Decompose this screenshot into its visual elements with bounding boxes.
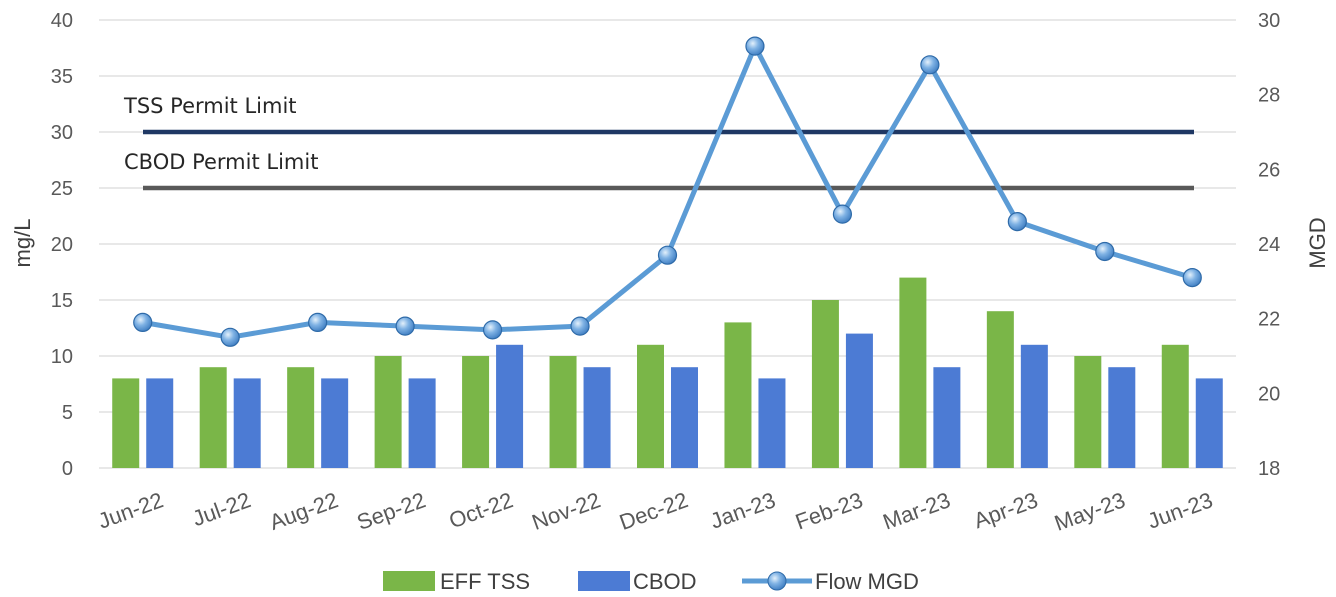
annotation-tss-permit-limit: TSS Permit Limit (123, 94, 297, 118)
bar-cbod-mar-23 (933, 367, 961, 468)
bar-cbod-may-23 (1108, 367, 1136, 468)
legend-marker-flow-mgd (767, 571, 787, 591)
bar-cbod-dec-22 (671, 367, 698, 468)
legend-label-flow-mgd: Flow MGD (815, 569, 919, 594)
bar-eff-tss-dec-22 (637, 344, 664, 468)
legend-item-cbod: CBOD (578, 569, 697, 594)
y2-tick-24: 24 (1258, 234, 1280, 256)
bar-cbod-aug-22 (321, 378, 349, 468)
y-tick-0: 0 (62, 458, 73, 480)
legend-label-cbod: CBOD (633, 569, 697, 594)
bar-eff-tss-aug-22 (287, 367, 315, 468)
bar-eff-tss-jan-23 (724, 322, 752, 468)
bar-cbod-feb-23 (845, 333, 873, 468)
bar-cbod-oct-22 (496, 344, 524, 468)
bar-eff-tss-jul-22 (199, 367, 227, 468)
bar-cbod-apr-23 (1020, 344, 1048, 468)
legend-item-eff-tss: EFF TSS (383, 569, 530, 594)
x-tick-apr-23: Apr-23 (970, 487, 1041, 533)
legend-swatch-cbod (578, 571, 630, 591)
point-flow-mgd-nov-22 (570, 316, 590, 336)
x-tick-sep-22: Sep-22 (354, 487, 429, 535)
x-tick-jan-23: Jan-23 (707, 487, 779, 534)
reference-lines: TSS Permit Limit CBOD Permit Limit (123, 94, 1194, 191)
annotation-cbod-permit-limit: CBOD Permit Limit (124, 150, 318, 174)
legend-label-eff-tss: EFF TSS (440, 569, 530, 594)
bar-eff-tss-feb-23 (811, 300, 839, 468)
bar-eff-tss-apr-23 (986, 311, 1014, 468)
bar-cbod-jul-22 (233, 378, 261, 468)
bar-cbod-jun-22 (146, 378, 174, 468)
gridlines (99, 19, 1236, 469)
y2-tick-28: 28 (1258, 85, 1280, 107)
y-tick-40: 40 (51, 10, 73, 32)
point-flow-mgd-jul-22 (220, 327, 240, 347)
y-tick-10: 10 (51, 346, 73, 368)
x-tick-nov-22: Nov-22 (529, 487, 604, 535)
x-tick-dec-22: Dec-22 (616, 487, 691, 535)
line-flow-mgd (142, 43, 1193, 340)
legend: EFF TSS CBOD Flow MGD (383, 569, 919, 594)
point-flow-mgd-may-23 (1095, 241, 1115, 262)
bar-eff-tss-sep-22 (374, 356, 402, 468)
y-axis-title: mg/L (10, 219, 35, 268)
point-flow-mgd-dec-22 (657, 245, 678, 265)
point-flow-mgd-sep-22 (395, 316, 415, 336)
y2-tick-30: 30 (1258, 10, 1280, 32)
bar-eff-tss-oct-22 (462, 356, 490, 468)
bars (112, 277, 1223, 468)
point-flow-mgd-oct-22 (482, 320, 503, 340)
bar-eff-tss-mar-23 (899, 277, 927, 468)
x-tick-mar-23: Mar-23 (880, 487, 954, 534)
y2-tick-18: 18 (1258, 458, 1280, 480)
point-flow-mgd-jan-23 (745, 36, 765, 56)
x-axis-ticks: Jun-22 Jul-22 Aug-22 Sep-22 Oct-22 Nov-22 Dec-… (95, 487, 1216, 536)
bar-cbod-jan-23 (758, 378, 786, 468)
x-tick-jun-22: Jun-22 (95, 487, 167, 534)
x-tick-aug-22: Aug-22 (266, 487, 341, 535)
bar-cbod-nov-22 (583, 367, 611, 468)
legend-swatch-eff-tss (383, 571, 435, 591)
y-tick-15: 15 (51, 290, 73, 312)
x-tick-jul-22: Jul-22 (189, 487, 254, 531)
right-axis-ticks: 18 20 22 24 26 28 30 (1258, 10, 1280, 480)
point-flow-mgd-aug-22 (308, 312, 328, 332)
x-tick-oct-22: Oct-22 (446, 487, 517, 533)
y2-tick-26: 26 (1258, 159, 1280, 181)
y2-tick-22: 22 (1258, 309, 1280, 331)
bar-cbod-sep-22 (408, 378, 436, 468)
bar-eff-tss-jun-22 (112, 378, 140, 468)
bar-cbod-jun-23 (1195, 378, 1223, 468)
point-flow-mgd-jun-22 (133, 312, 153, 332)
flow-line-series (133, 36, 1202, 347)
y-tick-30: 30 (51, 122, 73, 144)
x-tick-feb-23: Feb-23 (792, 487, 866, 534)
y-tick-20: 20 (51, 234, 73, 256)
y2-axis-title: MGD (1305, 217, 1330, 268)
y2-tick-20: 20 (1258, 383, 1280, 405)
legend-item-flow-mgd: Flow MGD (742, 569, 919, 594)
y-tick-35: 35 (51, 66, 73, 88)
left-axis-ticks: 0 5 10 15 20 25 30 35 40 (51, 10, 73, 480)
y-tick-5: 5 (62, 402, 73, 424)
point-flow-mgd-apr-23 (1007, 212, 1027, 232)
x-tick-jun-23: Jun-23 (1144, 487, 1216, 534)
y-tick-25: 25 (51, 178, 73, 200)
point-flow-mgd-jun-23 (1182, 268, 1202, 288)
point-flow-mgd-feb-23 (832, 204, 853, 224)
point-flow-mgd-mar-23 (920, 55, 940, 75)
x-tick-may-23: May-23 (1051, 487, 1128, 536)
bar-eff-tss-jun-23 (1161, 344, 1189, 468)
bar-eff-tss-may-23 (1074, 356, 1102, 468)
bar-eff-tss-nov-22 (549, 356, 577, 468)
